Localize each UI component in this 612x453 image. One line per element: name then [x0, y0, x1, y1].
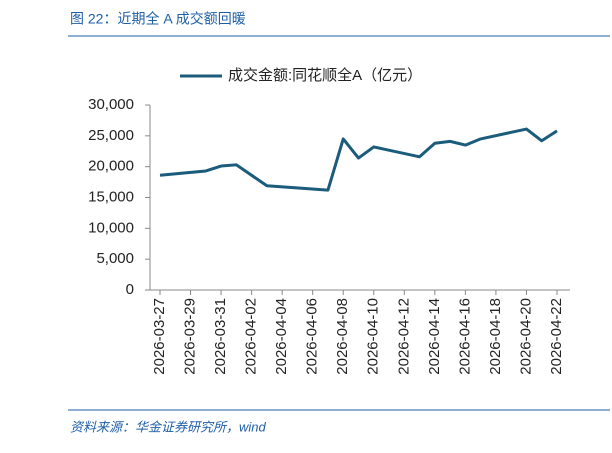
y-tick-label: 25,000 — [88, 127, 134, 144]
x-tick-label: 2026-04-12 — [395, 298, 412, 375]
x-tick-label: 2026-03-29 — [182, 298, 199, 375]
x-tick-label: 2026-04-14 — [426, 298, 443, 375]
x-tick-label: 2026-04-20 — [517, 298, 534, 375]
y-tick-label: 15,000 — [88, 188, 134, 205]
x-tick-label: 2026-04-16 — [456, 298, 473, 375]
source: 资料来源：华金证券研究所，wind — [70, 419, 267, 434]
chart-title: 图 22：近期全 A 成交额回暖 — [70, 11, 246, 27]
x-tick-label: 2026-04-02 — [243, 298, 260, 375]
x-tick-label: 2026-03-27 — [151, 298, 168, 375]
x-tick-label: 2026-03-31 — [212, 298, 229, 375]
x-tick-label: 2026-04-22 — [548, 298, 565, 375]
x-tick-label: 2026-04-10 — [365, 298, 382, 375]
line — [159, 127, 558, 192]
x-tick-label: 2026-04-08 — [334, 298, 351, 375]
x-tick-label: 2026-04-18 — [487, 298, 504, 375]
y-tick-label: 0 — [126, 281, 134, 298]
y-tick-label: 20,000 — [88, 158, 134, 175]
x-tick-label: 2026-04-06 — [304, 298, 321, 375]
legend-label: 成交金额:同花顺全A（亿元） — [228, 66, 422, 84]
y-tick-label: 30,000 — [88, 96, 134, 113]
x-tick-label: 2026-04-04 — [273, 298, 290, 375]
y-tick-label: 10,000 — [88, 219, 134, 236]
y-tick-label: 5,000 — [96, 250, 134, 267]
